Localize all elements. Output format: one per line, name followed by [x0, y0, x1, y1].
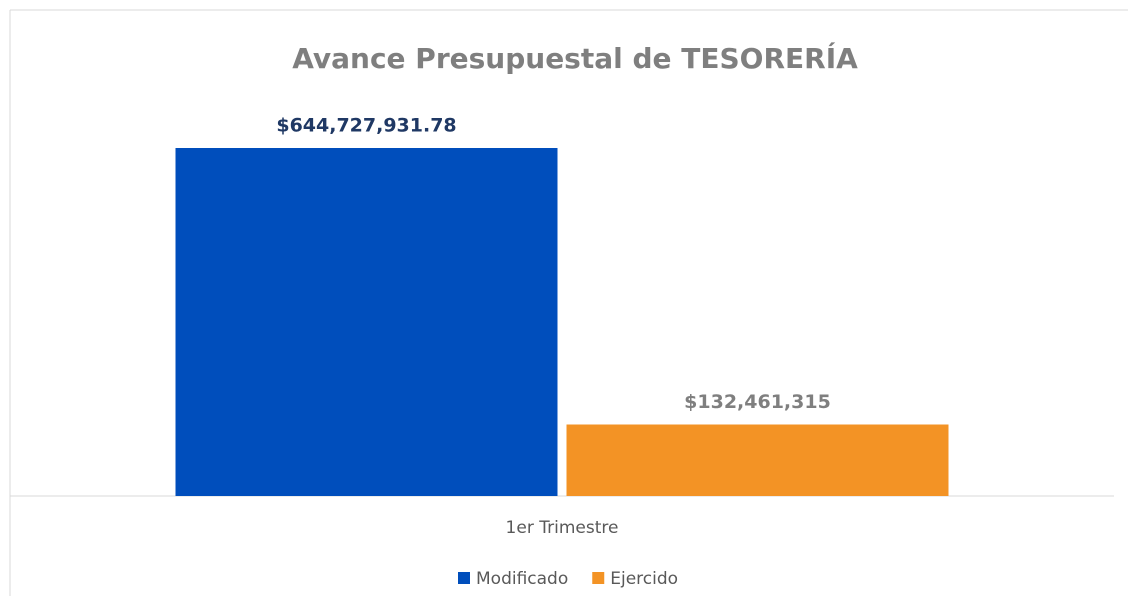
- bar: [175, 148, 558, 496]
- bar: [566, 424, 949, 496]
- data-label: $644,727,931.78: [276, 115, 456, 137]
- legend-swatch: [592, 572, 605, 584]
- legend-label: Modificado: [476, 569, 568, 589]
- x-tick-label: 1er Trimestre: [506, 518, 619, 538]
- data-label: $132,461,315: [684, 391, 831, 413]
- legend-swatch: [458, 572, 470, 584]
- chart-title: Avance Presupuestal de TESORERÍA: [292, 41, 858, 75]
- legend-label: Ejercido: [610, 569, 678, 589]
